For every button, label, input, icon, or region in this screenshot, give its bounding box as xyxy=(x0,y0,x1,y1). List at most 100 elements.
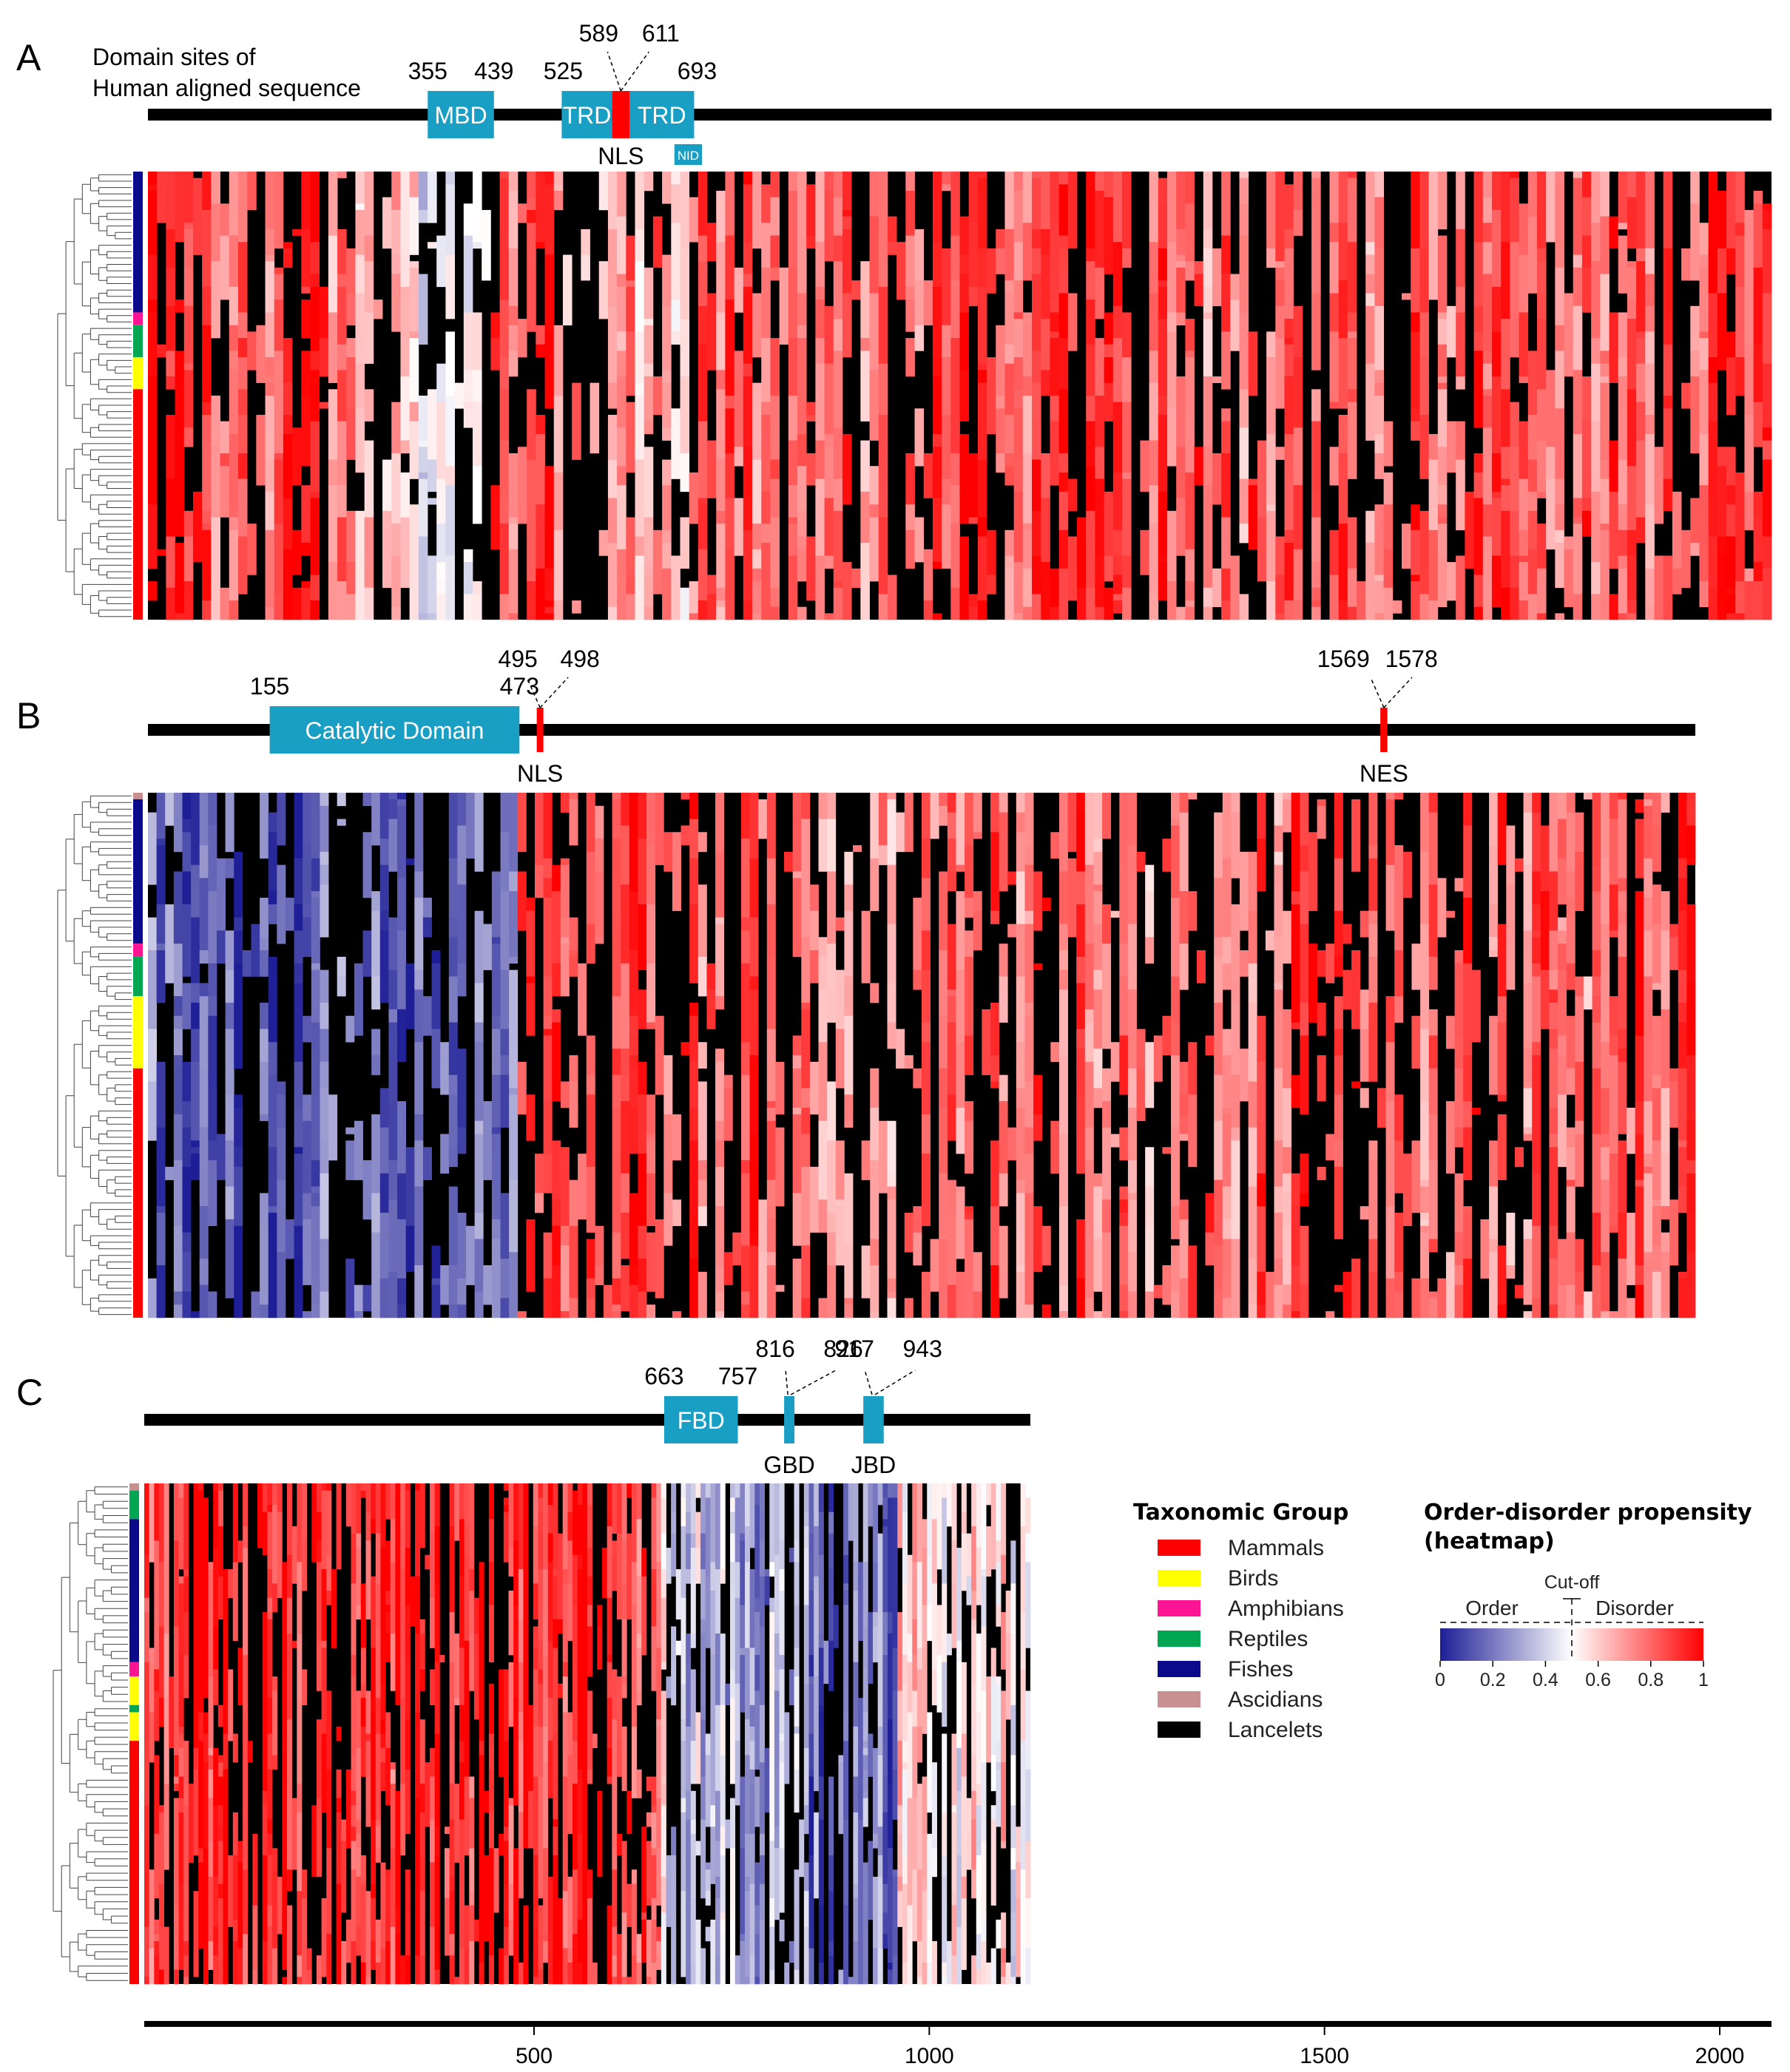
heatmap-cell xyxy=(1221,568,1231,601)
heatmap-cell xyxy=(621,1483,627,1541)
heatmap-cell xyxy=(500,969,510,1029)
heatmap-cell xyxy=(543,878,553,898)
heatmap-cell xyxy=(1058,989,1068,1056)
heatmap-cell xyxy=(527,197,536,211)
heatmap-cell xyxy=(346,293,356,326)
heatmap-cell xyxy=(907,1819,913,1906)
heatmap-cell xyxy=(223,1569,229,1656)
heatmap-cell xyxy=(942,1733,948,1813)
heatmap-cell xyxy=(1652,1271,1661,1318)
heatmap-cell xyxy=(761,543,771,620)
heatmap-cell xyxy=(434,1969,440,1985)
heatmap-cell xyxy=(1119,864,1129,944)
heatmap-cell xyxy=(491,1127,501,1134)
heatmap-cell xyxy=(508,453,519,518)
heatmap-cell xyxy=(801,884,811,938)
heatmap-cell xyxy=(351,1826,357,1841)
heatmap-cell xyxy=(262,1962,268,1985)
heatmap-cell xyxy=(887,1173,896,1187)
heatmap-cell xyxy=(646,1022,656,1029)
heatmap-cell xyxy=(1573,524,1583,595)
heatmap-cell xyxy=(690,1669,696,1741)
heatmap-cell xyxy=(274,594,284,620)
heatmap-cell xyxy=(503,1511,509,1563)
heatmap-cell xyxy=(287,1483,293,1556)
heatmap-cell xyxy=(759,1576,765,1627)
heatmap-cell xyxy=(1093,793,1103,839)
heatmap-cell xyxy=(1010,1805,1016,1849)
heatmap-cell xyxy=(892,1955,898,1985)
heatmap-cell xyxy=(1753,190,1763,204)
heatmap-cell xyxy=(1171,819,1181,826)
heatmap-cell xyxy=(1171,1055,1181,1128)
heatmap-cell xyxy=(680,587,690,620)
heatmap-cell xyxy=(1368,1003,1378,1082)
heatmap-cell xyxy=(1374,453,1385,479)
heatmap-cell xyxy=(385,1940,391,1985)
heatmap-cell xyxy=(818,1199,828,1233)
heatmap-cell xyxy=(661,1776,666,1784)
heatmap-cell xyxy=(715,1790,721,1841)
heatmap-cell xyxy=(182,1127,192,1168)
heatmap-cell xyxy=(272,1948,278,1985)
heatmap-cell xyxy=(1016,1862,1021,1899)
heatmap-cell xyxy=(474,793,484,872)
heatmap-cell xyxy=(641,1826,647,1835)
heatmap-cell xyxy=(946,1483,952,1527)
heatmap-cell xyxy=(792,1114,802,1194)
heatmap-cell xyxy=(1284,184,1294,230)
heatmap-cell xyxy=(1239,389,1249,428)
heatmap-cell xyxy=(191,1154,200,1180)
heatmap-cell xyxy=(1221,274,1231,332)
heatmap-cell xyxy=(148,184,158,192)
heatmap-cell xyxy=(661,1955,666,1985)
heatmap-cell xyxy=(947,989,956,997)
heatmap-cell xyxy=(723,1088,733,1141)
heatmap-cell xyxy=(1293,600,1303,620)
heatmap-cell xyxy=(1428,1160,1438,1239)
heatmap-cell xyxy=(598,529,609,556)
heatmap-cell xyxy=(1119,1186,1129,1200)
heatmap-cell xyxy=(341,1841,347,1913)
heatmap-cell xyxy=(474,1042,484,1122)
heatmap-cell xyxy=(178,1733,184,1749)
heatmap-cell xyxy=(806,402,816,416)
heatmap-cell xyxy=(582,1676,588,1756)
heatmap-cell xyxy=(689,904,699,983)
heatmap-cell xyxy=(409,504,419,550)
heatmap-cell xyxy=(720,1934,726,1985)
heatmap-cell xyxy=(671,408,680,479)
heatmap-cell xyxy=(759,1704,765,1763)
heatmap-cell xyxy=(1501,172,1510,243)
heatmap-cell xyxy=(527,459,536,524)
heatmap-cell xyxy=(310,242,320,274)
heatmap-cell xyxy=(1248,1186,1257,1259)
heatmap-cell xyxy=(474,1022,484,1043)
heatmap-cell xyxy=(862,1741,868,1749)
heatmap-cell xyxy=(761,338,771,402)
heatmap-cell xyxy=(882,1612,888,1656)
heatmap-cell xyxy=(1110,1134,1120,1148)
heatmap-cell xyxy=(371,1819,376,1863)
heatmap-cell xyxy=(843,1741,849,1820)
heatmap-cell xyxy=(587,1576,593,1605)
heatmap-cell xyxy=(178,1726,184,1734)
heatmap-cell xyxy=(165,904,175,983)
heatmap-cell xyxy=(843,1669,849,1685)
heatmap-cell xyxy=(267,1483,273,1506)
heatmap-cell xyxy=(814,1733,820,1792)
heatmap-cell xyxy=(824,433,834,447)
heatmap-cell xyxy=(690,1833,696,1899)
heatmap-cell xyxy=(779,1569,785,1591)
heatmap-cell xyxy=(418,209,428,223)
heatmap-cell xyxy=(144,1612,150,1663)
heatmap-cell xyxy=(607,1597,612,1656)
heatmap-cell xyxy=(882,1497,888,1520)
heatmap-cell xyxy=(154,1934,160,1942)
heatmap-legend-title: (heatmap) xyxy=(1424,1528,1555,1554)
heatmap-cell xyxy=(862,1769,868,1792)
heatmap-cell xyxy=(414,898,424,970)
heatmap-cell xyxy=(904,1055,913,1069)
heatmap-cell xyxy=(961,1483,967,1512)
heatmap-cell xyxy=(395,1905,401,1934)
